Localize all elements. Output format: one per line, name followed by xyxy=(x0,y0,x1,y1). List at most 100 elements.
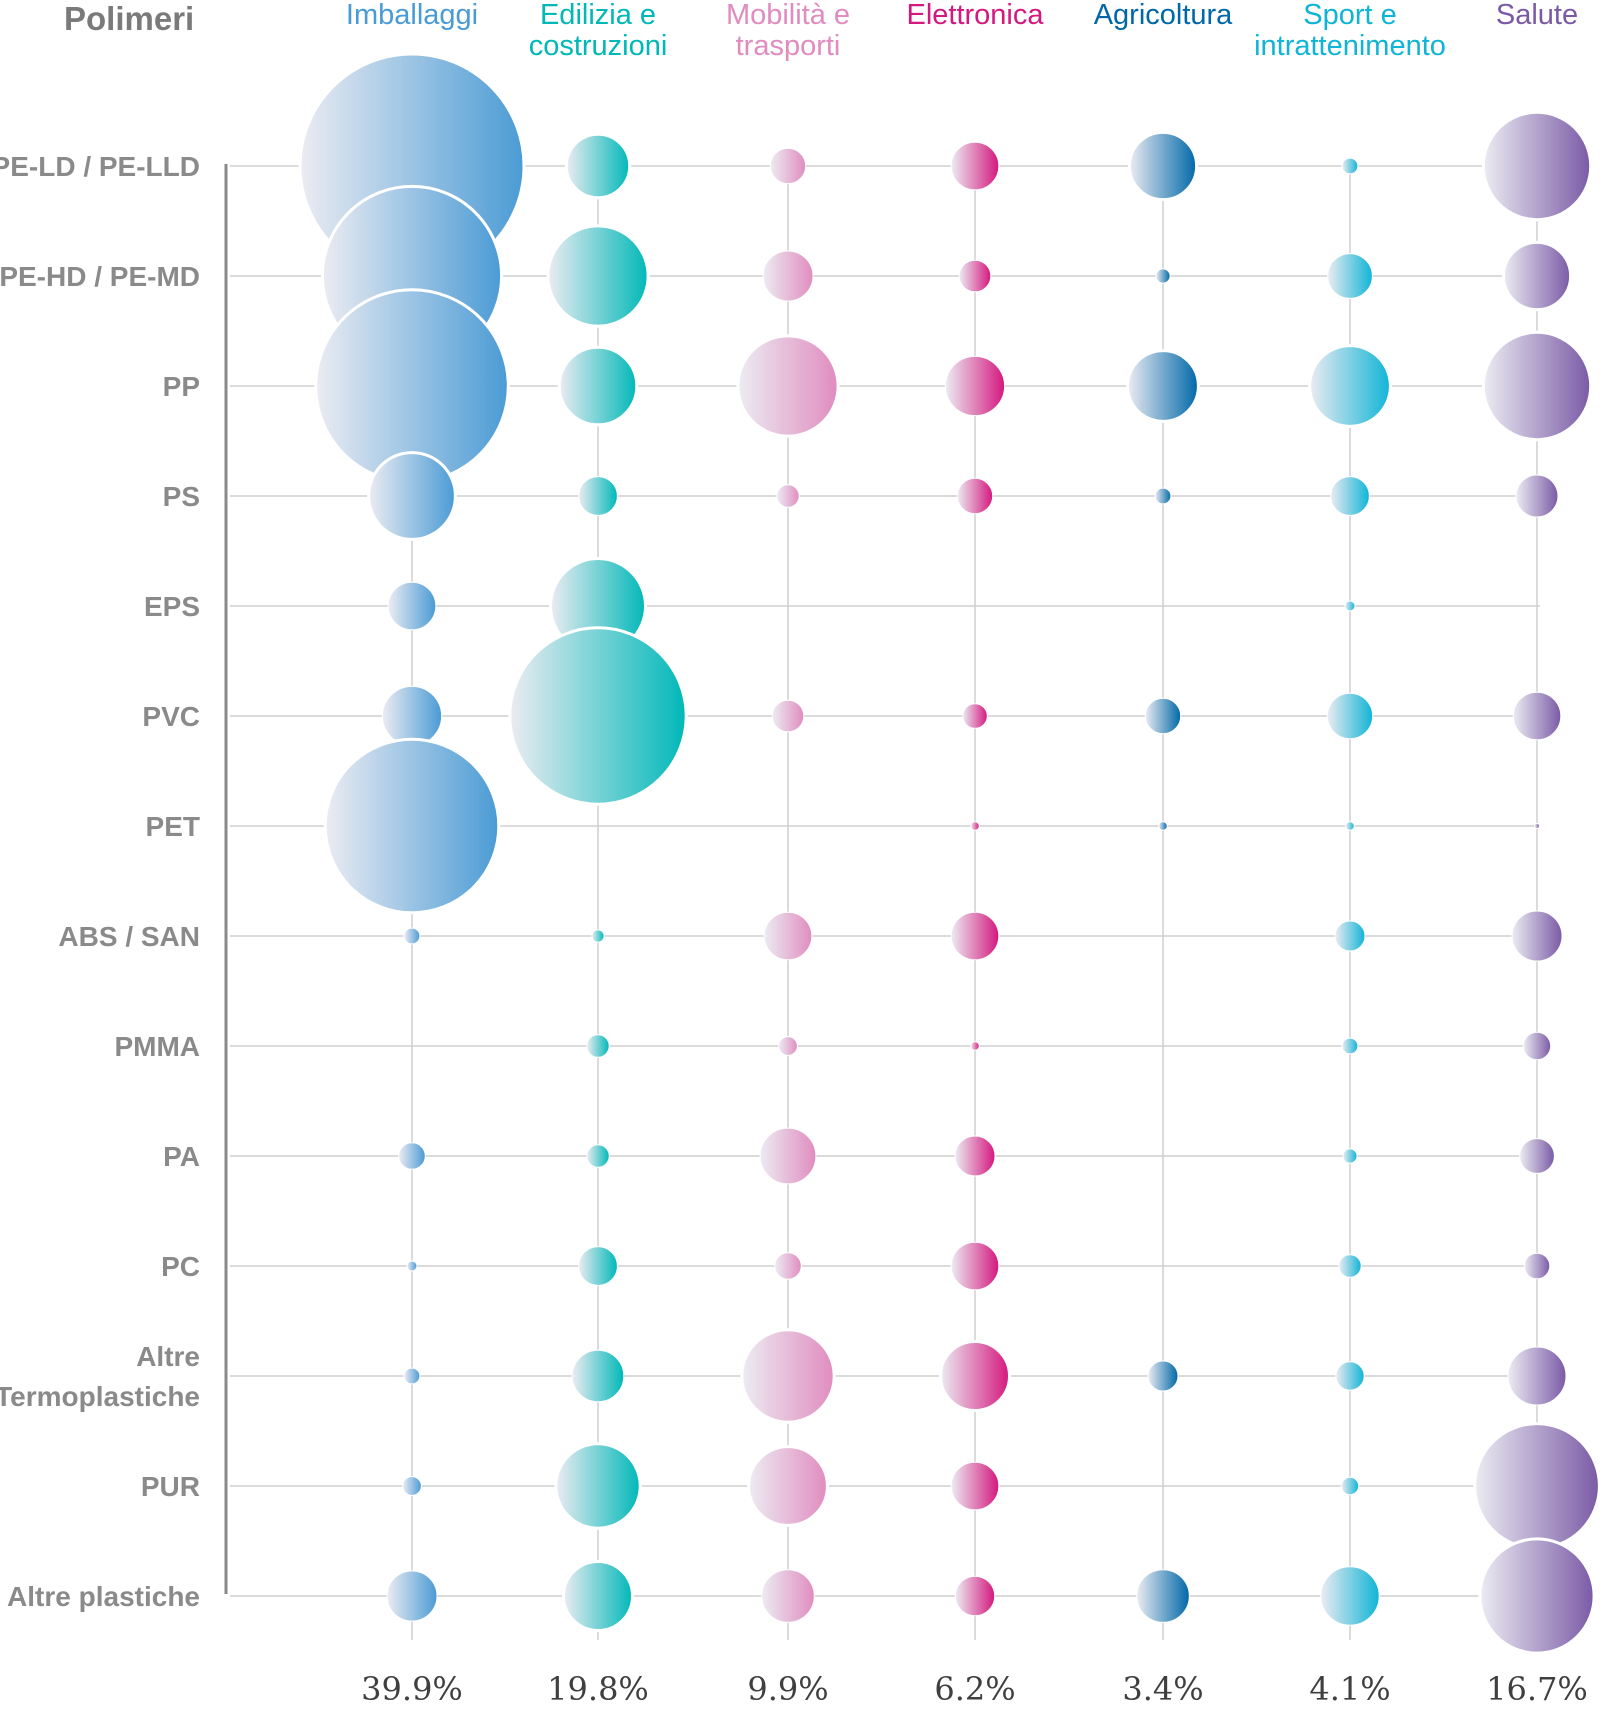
bubble xyxy=(586,1144,610,1168)
row-label: PA xyxy=(163,1141,200,1172)
bubble xyxy=(1308,344,1392,428)
bubble xyxy=(557,345,639,427)
bubble xyxy=(1158,821,1168,831)
bubble xyxy=(564,132,632,200)
row-label: PVC xyxy=(142,701,200,732)
bubble xyxy=(747,1445,829,1527)
row-label: PE-LD / PE-LLD xyxy=(0,151,200,182)
column-total-label: 16.7% xyxy=(1486,1670,1588,1708)
bubble xyxy=(776,484,800,508)
column-total-label: 3.4% xyxy=(1122,1670,1203,1708)
bubble xyxy=(554,1442,642,1530)
column-total-label: 6.2% xyxy=(934,1670,1015,1708)
row-label: PS xyxy=(163,481,200,512)
row-label: Altre plastiche xyxy=(7,1581,200,1612)
bubble xyxy=(1534,823,1540,829)
bubble xyxy=(1511,910,1563,962)
bubble xyxy=(962,703,988,729)
column-label: Elettronica xyxy=(906,0,1044,31)
bubble xyxy=(546,224,650,328)
bubble xyxy=(1338,1254,1362,1278)
bubble xyxy=(323,737,501,915)
row-label: EPS xyxy=(144,591,200,622)
column-label: Imballaggi xyxy=(346,0,478,31)
row-labels: PE-LD / PE-LLD PE-HD / PE-MD PP PS EPS PVC PET… xyxy=(0,151,200,1612)
bubble xyxy=(1126,349,1200,423)
bubble xyxy=(578,476,618,516)
column-label: Salute xyxy=(1496,0,1578,31)
bubble xyxy=(1340,1476,1360,1496)
bubble xyxy=(578,1246,618,1286)
bubble xyxy=(759,1127,817,1185)
bubble xyxy=(970,1041,980,1051)
bubble xyxy=(954,1135,996,1177)
column-total-label: 9.9% xyxy=(747,1670,828,1708)
bubble xyxy=(769,147,807,185)
bubble xyxy=(939,1340,1011,1412)
bubble xyxy=(763,911,813,961)
bubble xyxy=(406,1260,418,1272)
row-label: PUR xyxy=(141,1471,200,1502)
bubble xyxy=(1512,691,1562,741)
column-total-label: 19.8% xyxy=(547,1670,649,1708)
bubble xyxy=(762,250,814,302)
bubble xyxy=(1507,1346,1567,1406)
bubble xyxy=(1481,110,1593,222)
row-label: PE-HD / PE-MD xyxy=(0,261,200,292)
row-axis-title: Polimeri xyxy=(64,0,194,37)
row-label: PMMA xyxy=(114,1031,200,1062)
bubble xyxy=(950,141,1000,191)
bubble xyxy=(950,1461,1000,1511)
row-label: ABS / SAN xyxy=(58,921,200,952)
bubble xyxy=(956,477,994,515)
bubble xyxy=(1345,821,1355,831)
bubble xyxy=(1341,1037,1359,1055)
row-label: PC xyxy=(161,1251,200,1282)
column-label: Sport e intrattenimento xyxy=(1254,0,1446,62)
bubble xyxy=(1523,1252,1551,1280)
column-label: Mobilità e trasporti xyxy=(726,0,850,62)
bubble xyxy=(778,1036,798,1056)
bubble xyxy=(1341,157,1359,175)
bubble xyxy=(944,355,1006,417)
bubble xyxy=(403,1367,421,1385)
bubble xyxy=(954,1575,996,1617)
bubble xyxy=(562,1560,634,1632)
bubble xyxy=(1334,920,1366,952)
column-total-label: 4.1% xyxy=(1309,1670,1390,1708)
bubble xyxy=(1515,474,1559,518)
column-totals: 39.9% 19.8% 9.9% 6.2% 3.4% 4.1% 16.7% xyxy=(361,1670,1588,1708)
bubble xyxy=(386,1570,438,1622)
bubble xyxy=(1147,1360,1179,1392)
bubble xyxy=(1127,130,1199,202)
bubble xyxy=(586,1034,610,1058)
bubble xyxy=(970,821,980,831)
bubble xyxy=(1144,697,1182,735)
bubble xyxy=(1154,487,1172,505)
column-labels: Imballaggi Edilizia e costruzioni Mobilità … xyxy=(346,0,1578,62)
row-label: Altre Termoplastiche xyxy=(0,1341,200,1412)
bubble xyxy=(402,1476,422,1496)
bubble xyxy=(774,1252,802,1280)
bubble xyxy=(1320,1566,1380,1626)
column-total-label: 39.9% xyxy=(361,1670,463,1708)
bubble xyxy=(1501,240,1573,312)
bubble xyxy=(1473,1422,1600,1550)
bubble xyxy=(1481,330,1593,442)
bubble xyxy=(950,1241,1000,1291)
bubble xyxy=(958,259,992,293)
row-label: PET xyxy=(146,811,200,842)
bubble xyxy=(1519,1138,1555,1174)
bubble xyxy=(1335,1361,1365,1391)
bubble xyxy=(1342,1148,1358,1164)
bubble xyxy=(761,1569,815,1623)
bubble xyxy=(1344,600,1356,612)
bubble xyxy=(591,929,605,943)
row-label: PP xyxy=(163,371,200,402)
bubble xyxy=(1522,1031,1552,1061)
bubble xyxy=(771,699,805,733)
bubble xyxy=(1155,268,1171,284)
bubble xyxy=(1327,253,1373,299)
bubble xyxy=(571,1349,625,1403)
